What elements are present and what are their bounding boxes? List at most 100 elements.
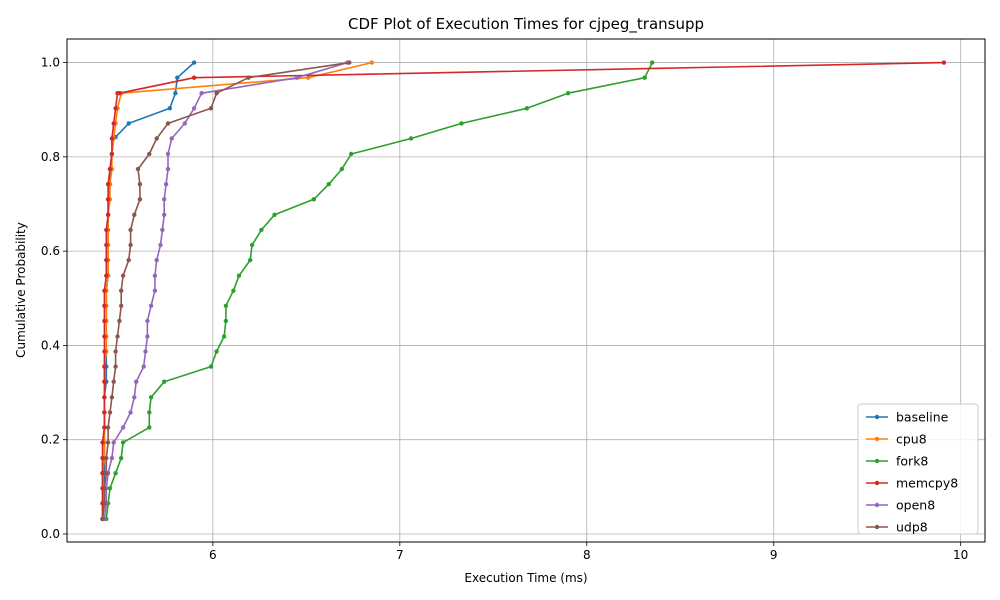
data-point [154,257,159,263]
data-point [137,182,143,187]
data-point [141,364,146,369]
data-point [102,379,107,384]
data-point [109,395,115,400]
data-point [102,349,107,354]
data-point [105,212,111,217]
data-point [109,455,115,461]
data-point [148,303,154,308]
series-line-open8 [103,61,348,519]
data-point [128,227,133,233]
data-point [191,60,197,65]
data-point [565,91,571,96]
grid [67,39,985,542]
data-point [120,425,126,430]
data-point [104,257,109,263]
data-point [154,136,159,141]
data-point [650,60,655,65]
data-point [100,440,105,445]
series-line-memcpy8 [101,61,944,519]
data-point [104,455,109,461]
data-point [147,151,152,157]
legend-label: memcpy8 [896,476,958,491]
data-point [100,471,105,476]
data-point [107,410,113,415]
data-point [113,106,118,111]
data-point [109,151,115,157]
data-point [111,440,116,445]
data-point [132,395,137,400]
series-line-fork8 [105,62,653,519]
data-point [145,318,150,324]
legend-label: cpu8 [896,432,927,447]
x-axis-label: Execution Time (ms) [464,571,587,585]
data-point [208,106,214,111]
data-point [109,136,115,141]
series-memcpy8 [100,60,947,522]
series-line-udp8 [101,61,350,519]
data-point [259,227,264,233]
data-point [167,106,172,111]
data-point [199,91,204,96]
legend-item-udp8: udp8 [866,520,928,535]
legend-box [857,403,979,535]
chart-title: CDF Plot of Execution Times for cjpeg_tr… [348,15,704,34]
data-point [119,303,124,308]
legend-label: fork8 [896,454,928,469]
y-tick-label: 0.4 [41,338,60,352]
data-point [459,121,464,126]
data-point [119,288,124,293]
data-point [126,121,131,126]
data-point [102,318,107,324]
data-point [158,242,163,248]
data-point [104,471,109,476]
data-point [221,334,227,339]
data-point [102,288,107,293]
legend-item-memcpy8: memcpy8 [866,476,958,491]
x-tick-label: 6 [209,548,217,562]
series-layer [100,60,947,522]
x-tick-label: 8 [583,548,591,562]
data-point [152,273,158,278]
data-point [369,60,374,65]
data-point [339,166,344,172]
axis-ticks: 6 7 8 9 10 0.0 0.2 0.4 0.6 0.8 1.0 [41,56,968,562]
series-cpu8 [100,60,374,522]
data-point [165,151,171,157]
data-point [175,75,180,80]
data-point [137,197,143,202]
data-point [165,166,171,172]
y-tick-label: 0.2 [41,433,60,447]
data-point [107,166,113,172]
data-point [173,91,178,96]
y-axis-label: Cumulative Probability [14,222,28,358]
data-point [100,455,105,461]
data-point [120,440,126,445]
data-point [147,425,152,430]
x-tick-label: 7 [396,548,404,562]
legend-swatch-marker [874,414,880,420]
data-point [236,273,242,278]
data-point [145,334,150,339]
y-tick-label: 1.0 [41,56,60,70]
legend-label: open8 [896,498,935,513]
data-point [119,455,124,461]
data-point [113,349,118,354]
data-point [214,349,219,354]
data-point [162,212,167,217]
data-point [105,425,111,430]
data-point [182,121,187,126]
y-tick-label: 0.6 [41,244,60,258]
legend-swatch-marker [874,436,880,442]
data-point [162,379,167,384]
data-point [249,242,255,248]
data-point [326,182,331,187]
data-point [223,303,229,308]
data-point [111,121,116,126]
legend-swatch-marker [874,524,880,530]
data-point [246,75,251,80]
data-point [102,364,107,369]
data-point [128,242,133,248]
data-point [524,106,530,111]
plot-frame [66,38,986,543]
